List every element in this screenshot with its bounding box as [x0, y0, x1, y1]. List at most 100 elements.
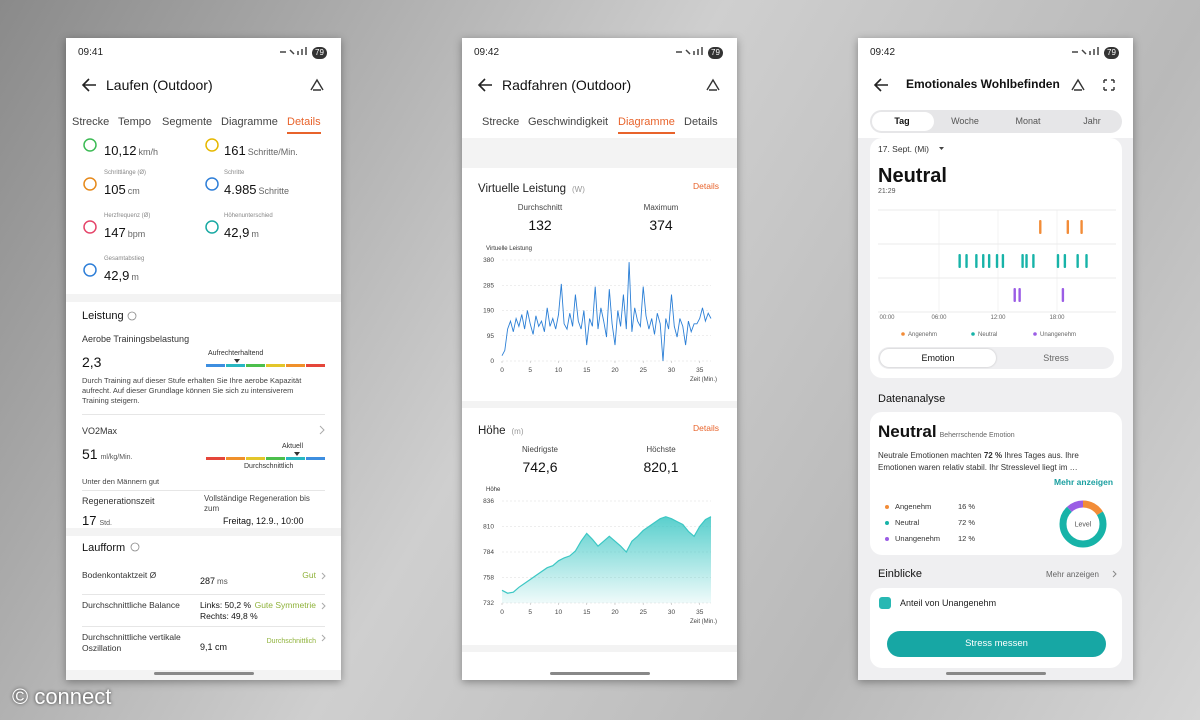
share-icon [706, 78, 720, 91]
marker-label: Aktuell [282, 443, 304, 450]
emotion-event [1025, 254, 1028, 268]
gauge-segment [206, 364, 225, 367]
status-icons [676, 47, 703, 55]
battery: 79 [708, 47, 723, 59]
gauge-segment [246, 364, 265, 367]
metric: 105 cm [104, 180, 140, 199]
legend-dot [901, 332, 905, 336]
description: Durch Training auf dieser Stufe erhalten… [82, 376, 302, 405]
dropdown [939, 147, 944, 150]
tab[interactable]: Tempo [118, 116, 152, 128]
insight-icon [879, 597, 891, 609]
share-icon [310, 78, 324, 91]
stat-label: Höchste [646, 445, 676, 454]
metric-unit: cm [127, 186, 140, 196]
x-tick-label: 25 [640, 367, 648, 374]
emotion-event [1076, 254, 1079, 268]
breakdown-name: Angenehm [895, 502, 932, 511]
more-link[interactable]: Mehr anzeigen [1046, 570, 1099, 579]
period[interactable]: Jahr [1083, 116, 1101, 126]
details-link[interactable]: Details [693, 423, 719, 433]
phone-running: 09:41 79 Laufen (Outdoor) Strecke Tempo Segme… [66, 38, 341, 680]
legend-dot [971, 332, 975, 336]
chevron [321, 572, 326, 580]
status-time: 09:42 [474, 47, 500, 58]
metric-value: 161 [224, 143, 246, 158]
label: Regenerationszeit [82, 496, 155, 506]
period[interactable]: Monat [1015, 116, 1041, 126]
stat-value: 374 [649, 217, 673, 233]
line [501, 262, 712, 362]
info-icon [127, 311, 137, 321]
tab[interactable]: Diagramme [618, 116, 675, 128]
metric-unit: bpm [127, 229, 146, 239]
emotion-event [958, 254, 961, 268]
tab[interactable]: Diagramme [221, 116, 278, 128]
rating: Gut [302, 570, 316, 580]
y-tick-label: 810 [483, 524, 494, 531]
y-tick-label: 285 [483, 282, 494, 289]
home-indicator [154, 672, 254, 675]
tab-underline [618, 132, 675, 134]
x-tick-label: 30 [668, 367, 676, 374]
breakdown-value: 16 % [958, 502, 976, 511]
period[interactable]: Tag [894, 116, 910, 126]
x-tick-label: 15 [583, 609, 591, 616]
emotion-event [1032, 254, 1035, 268]
chevron [1112, 570, 1117, 578]
y-axis-title: Virtuelle Leistung [486, 246, 532, 252]
section-title: Einblicke [878, 568, 923, 580]
unit: (m) [511, 427, 524, 436]
metric: 147 bpm [104, 223, 145, 242]
value: 2,3 [82, 354, 102, 370]
toggle-option[interactable]: Emotion [921, 353, 955, 363]
tab[interactable]: Details [287, 116, 321, 128]
tab[interactable]: Strecke [482, 116, 520, 128]
button-bg[interactable] [887, 631, 1106, 657]
summary-part: Ihres Tages aus. Ihre Emotionen waren re… [878, 451, 1079, 472]
metric-icon [83, 138, 97, 152]
tab[interactable]: Details [684, 116, 718, 128]
row-value: 287 ms [200, 570, 228, 589]
x-tick-label: 0 [500, 609, 504, 616]
details-link[interactable]: Details [693, 181, 719, 191]
x-tick-label: 20 [611, 367, 619, 374]
metric-icon [83, 177, 97, 191]
unit: ml/kg/Min. [100, 454, 133, 461]
gauge-segment [226, 364, 245, 367]
rating: Gute Symmetrie [254, 600, 316, 610]
dominant: Neutral Beherrschende Emotion [878, 422, 1015, 442]
tab[interactable]: Geschwindigkeit [528, 116, 609, 128]
metric: 161 Schritte/Min. [224, 141, 298, 160]
more-link[interactable]: Mehr anzeigen [1054, 477, 1114, 487]
x-tick-label: 5 [528, 367, 532, 374]
period-active [872, 112, 934, 131]
stress-button[interactable]: Stress messen [965, 638, 1028, 649]
divider [82, 414, 325, 415]
x-tick-label: 15 [583, 367, 591, 374]
x-tick-label: 0 [500, 367, 504, 374]
status-icons [280, 47, 307, 55]
emotion-event [1056, 254, 1060, 268]
metric-icon [83, 220, 97, 234]
metric: 42,9 m [224, 223, 259, 242]
breakdown-value: 12 % [958, 534, 976, 543]
rating: Durchschnittlich [266, 638, 316, 645]
metric-icon [205, 220, 219, 234]
screen-header [66, 38, 341, 138]
note: Unter den Männern gut [82, 477, 160, 486]
card-power [462, 168, 737, 401]
phone-emotion: 00:00 06:00 12:00 18:00 Angenehm Neutral Unang… [858, 38, 1133, 680]
date[interactable]: 17. Sept. (Mi) [878, 144, 930, 154]
back-arrow [81, 78, 96, 92]
tab[interactable]: Strecke [72, 116, 110, 128]
emotion-event [965, 254, 968, 268]
period[interactable]: Woche [951, 116, 979, 126]
metric-icon [83, 263, 97, 277]
y-tick-label: 758 [483, 575, 494, 582]
toggle-option[interactable]: Stress [1043, 353, 1069, 363]
tab[interactable]: Segmente [162, 116, 213, 128]
summary: Neutrale Emotionen machten 72 % Ihres Ta… [878, 450, 1118, 474]
home-indicator [550, 672, 650, 675]
